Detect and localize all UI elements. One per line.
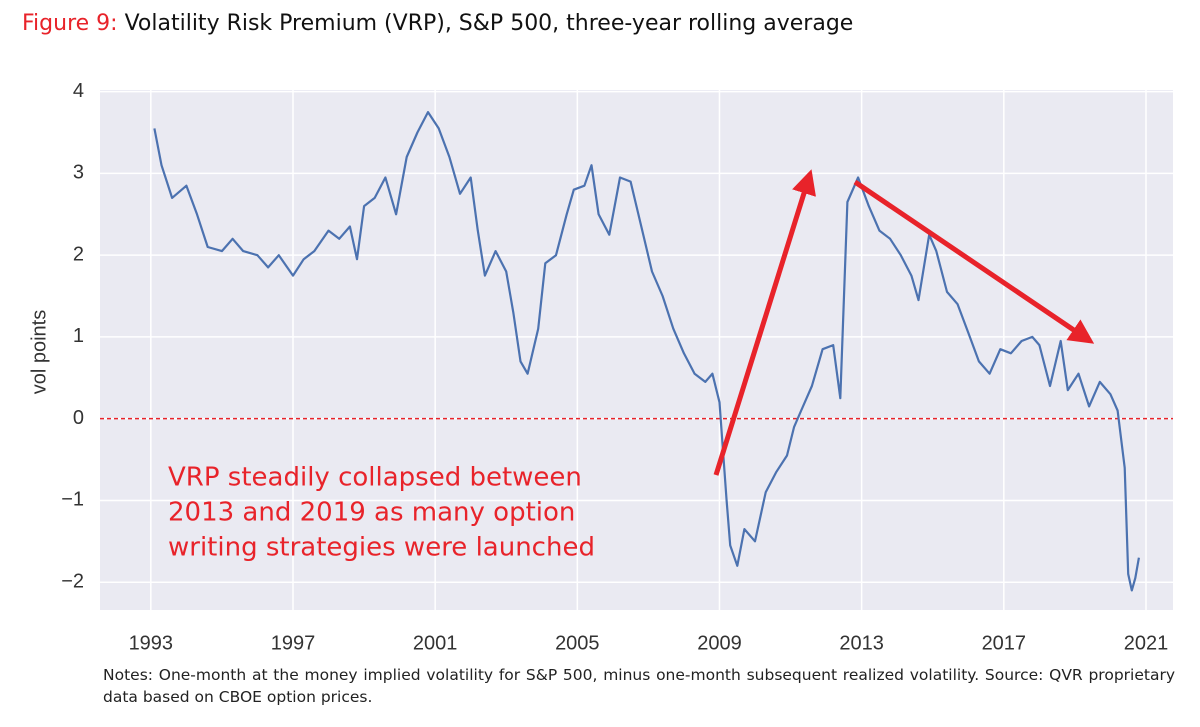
x-tick-label: 2013	[839, 632, 884, 654]
chart: Figure 9: Volatility Risk Premium (VRP),…	[22, 11, 1173, 654]
y-tick-label: 4	[73, 80, 84, 102]
y-tick-label: −1	[61, 489, 84, 511]
x-tick-label: 2001	[413, 632, 458, 654]
x-tick-label: 2005	[555, 632, 600, 654]
y-tick-label: 3	[73, 162, 84, 184]
y-tick-label: 1	[73, 325, 84, 347]
x-tick-label: 2017	[982, 632, 1027, 654]
y-tick-label: −2	[61, 570, 84, 592]
plot-background	[100, 90, 1173, 610]
x-tick-label: 2009	[697, 632, 742, 654]
data-line	[153, 111, 1140, 592]
chart-title: Figure 9: Volatility Risk Premium (VRP),…	[22, 11, 853, 36]
annotation: 2013 and 2019 as many option	[168, 498, 575, 528]
x-tick-label: 1997	[271, 632, 316, 654]
y-axis-label: vol points	[28, 310, 50, 395]
title-text: Volatility Risk Premium (VRP), S&P 500, …	[125, 11, 854, 36]
annotation: VRP steadily collapsed between	[168, 463, 582, 493]
arrow	[713, 169, 816, 476]
y-tick-label: 0	[73, 407, 84, 429]
x-tick-label: 2021	[1124, 632, 1169, 654]
annotation: writing strategies were launched	[168, 533, 595, 563]
note: Notes: One-month at the money implied vo…	[103, 666, 1175, 706]
y-tick-label: 2	[73, 243, 84, 265]
x-tick-label: 1993	[129, 632, 174, 654]
arrow	[853, 179, 1095, 344]
title-label: Figure 9:	[22, 11, 118, 36]
